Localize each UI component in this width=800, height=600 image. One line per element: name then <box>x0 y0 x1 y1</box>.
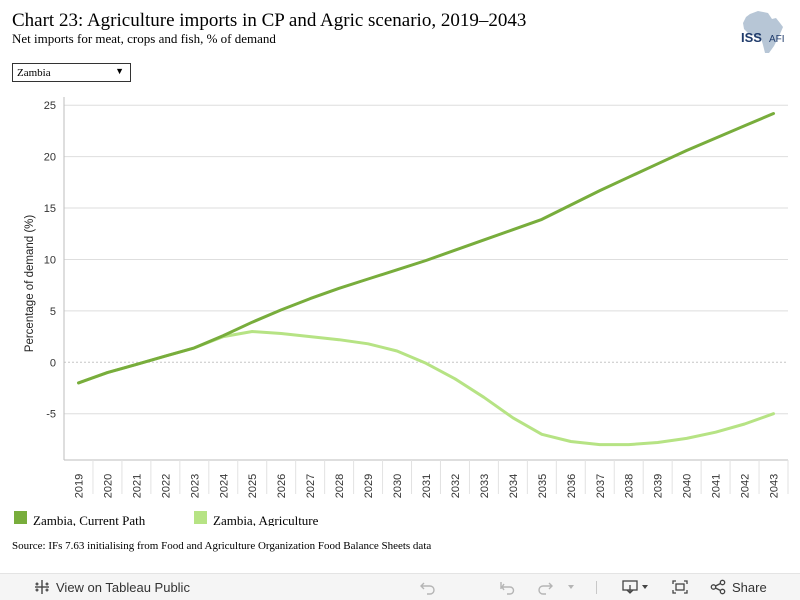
country-select-value: Zambia <box>17 67 51 79</box>
x-tick-label: 2023 <box>189 474 201 498</box>
source-note: Source: IFs 7.63 initialising from Food … <box>12 540 432 552</box>
x-tick-label: 2039 <box>653 474 665 498</box>
fullscreen-button[interactable] <box>671 574 689 600</box>
y-tick-label: 5 <box>50 306 56 318</box>
africa-map-icon <box>743 11 783 53</box>
y-tick-label: 25 <box>44 100 56 112</box>
redo-icon <box>538 582 553 595</box>
y-tick-label: 15 <box>44 203 56 215</box>
x-tick-label: 2028 <box>334 474 346 498</box>
share-icon <box>710 579 726 595</box>
legend-label-current-path: Zambia, Current Path <box>33 513 146 526</box>
redo-menu-button[interactable] <box>566 574 576 600</box>
x-tick-label: 2024 <box>218 474 230 498</box>
legend-swatch-current-path <box>14 511 27 524</box>
x-tick-label: 2042 <box>740 474 752 498</box>
x-tick-label: 2027 <box>305 474 317 498</box>
legend-label-agriculture: Zambia, Agriculture <box>213 513 319 526</box>
line-chart: 25 20 15 10 5 0 -5 2019 2020 2021 2022 2023 2024 2025… <box>24 97 789 498</box>
legend-item-agriculture[interactable]: Zambia, Agriculture <box>194 510 318 526</box>
page-subtitle: Net imports for meat, crops and fish, % … <box>12 31 276 46</box>
x-tick-label: 2029 <box>363 474 375 498</box>
dropdown-arrow-icon: ▼ <box>115 66 124 76</box>
view-on-tableau-button[interactable]: View on Tableau Public <box>34 574 190 600</box>
chevron-down-icon <box>568 585 574 589</box>
country-select[interactable]: Zambia ▼ <box>12 63 131 82</box>
x-tick-label: 2022 <box>160 474 172 498</box>
legend-item-current-path[interactable]: Zambia, Current Path <box>14 510 145 526</box>
y-axis-title: Percentage of demand (%) <box>24 215 36 353</box>
svg-text:ISS: ISS <box>741 30 762 45</box>
x-tick-label: 2033 <box>479 474 491 498</box>
x-tick-label: 2030 <box>392 474 404 498</box>
tableau-icon <box>35 580 49 594</box>
toolbar-separator <box>596 581 597 594</box>
x-tick-label: 2025 <box>247 474 259 498</box>
y-tick-label: -5 <box>46 409 56 421</box>
x-tick-label: 2031 <box>421 474 433 498</box>
series-line <box>77 330 775 447</box>
revert-button[interactable] <box>499 574 517 600</box>
x-tick-label: 2043 <box>769 474 781 498</box>
x-tick-label: 2040 <box>682 474 694 498</box>
x-tick-label: 2020 <box>102 474 114 498</box>
x-tick-label: 2038 <box>624 474 636 498</box>
page-title: Chart 23: Agriculture imports in CP and … <box>12 10 527 31</box>
x-tick-label: 2026 <box>276 474 288 498</box>
series-line <box>77 112 775 385</box>
legend-swatch-agriculture <box>194 511 207 524</box>
redo-button[interactable] <box>536 574 554 600</box>
tableau-toolbar: View on Tableau Public Share <box>0 573 800 600</box>
iss-logo: ISS AFI <box>741 11 785 53</box>
x-tick-label: 2041 <box>711 474 723 498</box>
x-tick-label: 2034 <box>508 474 520 498</box>
x-tick-label: 2035 <box>537 474 549 498</box>
x-tick-label: 2037 <box>595 474 607 498</box>
view-on-tableau-label: View on Tableau Public <box>56 579 190 595</box>
y-tick-label: 20 <box>44 152 56 164</box>
undo-button[interactable] <box>419 574 437 600</box>
download-icon <box>622 580 648 594</box>
fullscreen-icon <box>672 580 688 594</box>
x-tick-label: 2019 <box>73 474 85 498</box>
x-tick-label: 2032 <box>450 474 462 498</box>
undo-icon <box>420 582 435 595</box>
svg-text:AFI: AFI <box>769 34 785 45</box>
x-tick-label: 2021 <box>131 474 143 498</box>
share-button[interactable]: Share <box>710 574 767 600</box>
y-tick-label: 10 <box>44 254 56 266</box>
x-tick-label: 2036 <box>566 474 578 498</box>
share-label: Share <box>732 579 767 595</box>
download-button[interactable] <box>621 574 651 600</box>
revert-icon <box>500 582 515 595</box>
y-tick-label: 0 <box>50 357 56 369</box>
